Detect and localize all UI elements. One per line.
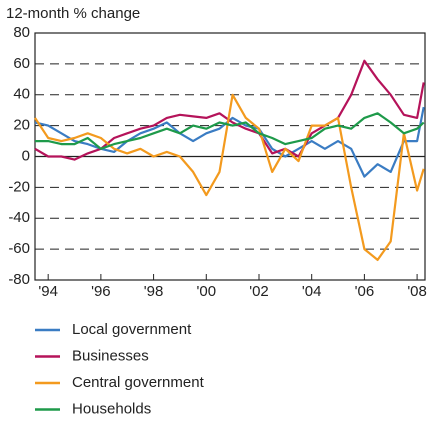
y-tick-label: 0 — [22, 147, 30, 164]
y-tick-label: 60 — [13, 55, 30, 72]
x-tick-label: '04 — [302, 283, 322, 300]
y-tick-label: -60 — [8, 240, 30, 257]
y-tick-label: 40 — [13, 86, 30, 103]
legend-label: Households — [72, 400, 151, 417]
y-axis-label: 12-month % change — [6, 5, 140, 22]
y-tick-label: 80 — [13, 24, 30, 41]
series-line — [34, 93, 425, 261]
x-tick-label: '00 — [197, 283, 217, 300]
legend-label: Local government — [72, 321, 192, 338]
x-tick-label: '06 — [355, 283, 375, 300]
x-tick-label: '08 — [407, 283, 427, 300]
x-tick-label: '94 — [38, 283, 58, 300]
series-line — [35, 112, 425, 150]
y-tick-label: -20 — [8, 178, 30, 195]
x-tick-label: '96 — [91, 283, 111, 300]
y-tick-label: -40 — [8, 209, 30, 226]
y-tick-label: -80 — [8, 271, 30, 288]
x-tick-label: '02 — [249, 283, 269, 300]
y-tick-label: 20 — [13, 117, 30, 134]
plot-frame — [34, 32, 426, 281]
legend-label: Central government — [72, 374, 205, 391]
legend-label: Businesses — [72, 347, 149, 364]
x-tick-label: '98 — [144, 283, 164, 300]
